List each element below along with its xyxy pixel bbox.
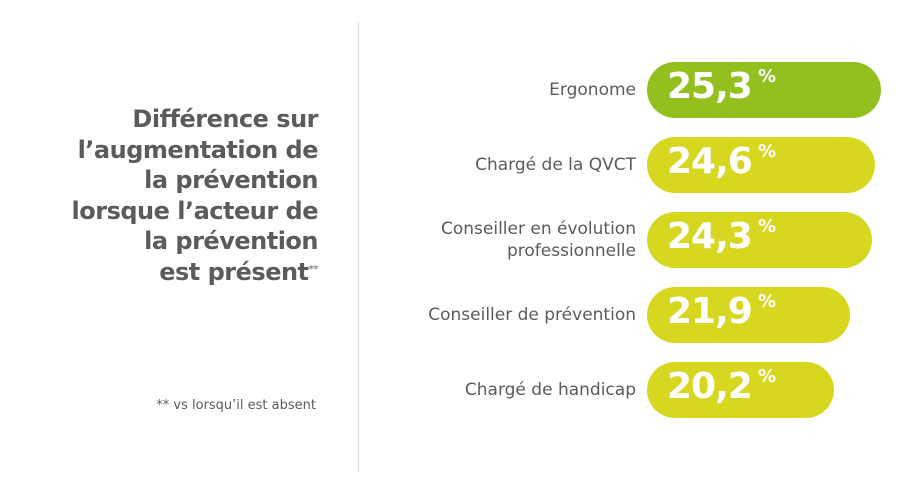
title-line: la prévention: [144, 166, 318, 194]
chart-title: Différence sur l’augmentation de la prév…: [18, 104, 319, 288]
bar: [647, 137, 875, 193]
title-line: Différence sur: [132, 105, 318, 133]
category-label: Chargé de la QVCT: [475, 155, 636, 175]
unit-label: %: [758, 66, 777, 87]
data-label: 25,3: [667, 66, 753, 107]
title-line: est présent: [159, 257, 309, 286]
bar: [647, 62, 882, 118]
category-label: Chargé de handicap: [464, 380, 636, 400]
bar: [647, 287, 850, 343]
data-label: 24,3: [667, 216, 753, 257]
data-label: 21,9: [667, 291, 753, 332]
bar: [647, 362, 834, 418]
unit-label: %: [758, 291, 777, 312]
unit-label: %: [758, 216, 777, 237]
unit-label: %: [758, 141, 777, 162]
title-line-last: est présent**: [18, 257, 318, 288]
category-label: Conseiller de prévention: [428, 305, 636, 325]
data-label: 24,6: [667, 141, 753, 182]
bar-row: Conseiller en évolution professionnelle 2…: [0, 212, 900, 268]
title-line: la prévention: [144, 227, 318, 255]
unit-label: %: [758, 366, 777, 387]
footnote-mark: **: [308, 263, 319, 275]
bar-row: Chargé de la QVCT 24,6%: [0, 137, 900, 193]
footnote: ** vs lorsqu’il est absent: [156, 398, 316, 413]
bar-row: Conseiller de prévention 21,9%: [0, 287, 900, 343]
title-line: lorsque l’acteur de: [71, 196, 319, 225]
divider: [358, 22, 359, 472]
title-line: l’augmentation de: [77, 135, 319, 164]
bar-row: Chargé de handicap 20,2%: [0, 362, 900, 418]
data-label: 20,2: [667, 366, 753, 407]
bar-row: Ergonome 25,3%: [0, 62, 900, 118]
category-label: Conseiller en évolution professionnelle: [440, 219, 636, 261]
category-label: Ergonome: [549, 80, 636, 100]
bar: [647, 212, 872, 268]
